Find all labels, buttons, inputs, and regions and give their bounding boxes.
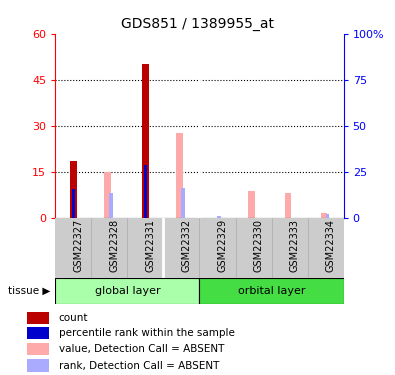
Bar	[70, 161, 77, 218]
Bar	[321, 213, 327, 217]
Text: tissue ▶: tissue ▶	[8, 286, 50, 296]
Text: rank, Detection Call = ABSENT: rank, Detection Call = ABSENT	[59, 360, 219, 370]
Bar	[142, 64, 149, 218]
Text: GSM22330: GSM22330	[254, 219, 263, 272]
Text: GDS851 / 1389955_at: GDS851 / 1389955_at	[121, 17, 274, 31]
Text: percentile rank within the sample: percentile rank within the sample	[59, 328, 235, 338]
Text: value, Detection Call = ABSENT: value, Detection Call = ABSENT	[59, 344, 224, 354]
Bar	[71, 189, 75, 217]
Bar	[199, 278, 344, 304]
Text: count: count	[59, 313, 88, 322]
Text: GSM22329: GSM22329	[218, 219, 228, 272]
Bar	[27, 312, 49, 324]
Text: global layer: global layer	[94, 286, 160, 296]
Bar	[177, 133, 183, 218]
Text: GSM22333: GSM22333	[290, 219, 299, 272]
Bar	[284, 193, 291, 217]
Bar	[109, 193, 113, 217]
Bar	[27, 327, 49, 339]
Bar	[248, 192, 255, 217]
Text: GSM22332: GSM22332	[181, 219, 192, 272]
Text: GSM22334: GSM22334	[325, 219, 336, 272]
Text: GSM22328: GSM22328	[109, 219, 119, 272]
Bar	[27, 360, 49, 372]
Text: orbital layer: orbital layer	[238, 286, 305, 296]
Bar	[144, 165, 147, 218]
Text: GSM22327: GSM22327	[73, 219, 83, 272]
Bar	[181, 188, 185, 218]
Bar	[218, 216, 221, 217]
Bar	[55, 278, 199, 304]
Text: GSM22331: GSM22331	[145, 219, 155, 272]
Bar	[104, 172, 111, 217]
Bar	[325, 214, 329, 217]
Bar	[27, 343, 49, 355]
